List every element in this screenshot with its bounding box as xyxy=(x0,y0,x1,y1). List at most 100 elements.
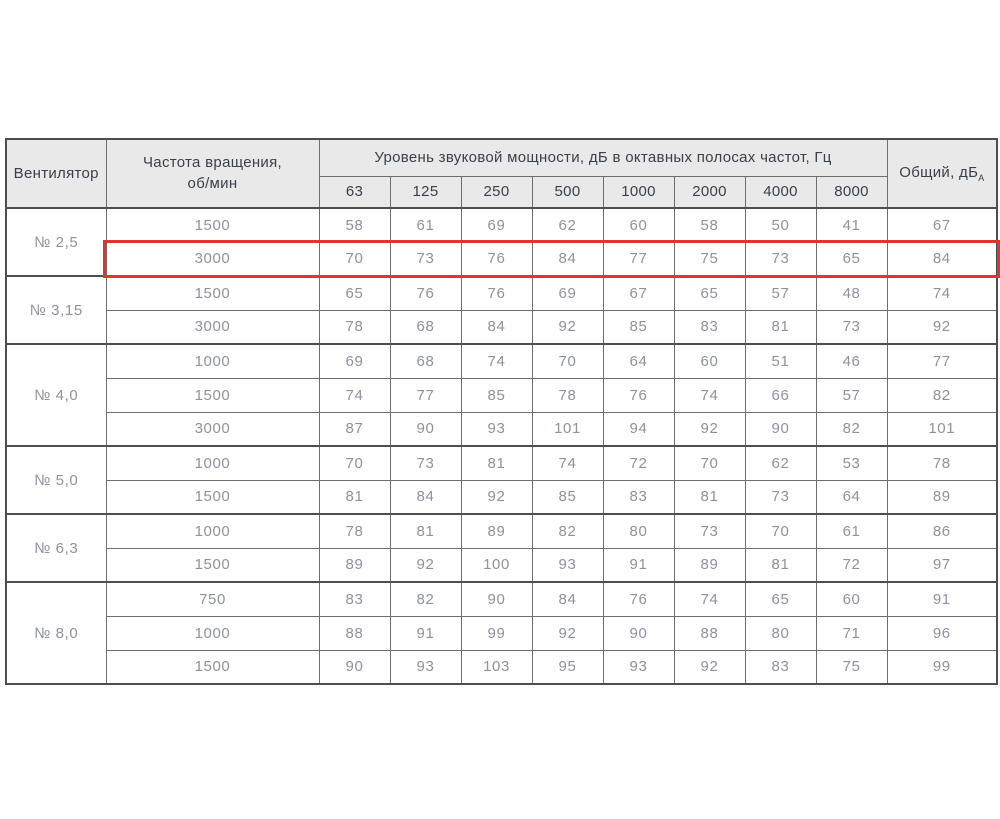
header-total-label: Общий, дБ xyxy=(899,164,979,181)
level-value: 72 xyxy=(602,445,675,481)
level-value: 81 xyxy=(673,479,746,515)
level-value: 60 xyxy=(815,581,888,617)
level-value: 73 xyxy=(815,309,888,345)
level-value: 48 xyxy=(815,275,888,311)
header-freq-8000: 8000 xyxy=(815,175,888,209)
level-value: 73 xyxy=(744,241,817,277)
level-value: 70 xyxy=(531,343,604,379)
level-value: 74 xyxy=(673,581,746,617)
header-total: Общий, дБА xyxy=(886,138,998,209)
level-value: 64 xyxy=(815,479,888,515)
fan-label: № 5,0 xyxy=(5,445,107,515)
level-value: 58 xyxy=(318,207,391,243)
level-value: 92 xyxy=(673,649,746,685)
level-value: 74 xyxy=(673,377,746,413)
level-value: 68 xyxy=(389,343,462,379)
level-value: 85 xyxy=(460,377,533,413)
header-freq-250: 250 xyxy=(460,175,533,209)
speed-value: 1500 xyxy=(105,207,320,243)
level-value: 81 xyxy=(318,479,391,515)
level-value: 83 xyxy=(318,581,391,617)
fan-label: № 4,0 xyxy=(5,343,107,447)
header-freq-1000: 1000 xyxy=(602,175,675,209)
level-value: 74 xyxy=(531,445,604,481)
level-value: 82 xyxy=(531,513,604,549)
level-value: 83 xyxy=(602,479,675,515)
total-value: 92 xyxy=(886,309,998,345)
level-value: 69 xyxy=(318,343,391,379)
level-value: 73 xyxy=(744,479,817,515)
level-value: 87 xyxy=(318,411,391,447)
level-value: 76 xyxy=(460,275,533,311)
level-value: 69 xyxy=(460,207,533,243)
total-value: 67 xyxy=(886,207,998,243)
table-row: 1500 90 93 103 95 93 92 83 75 99 xyxy=(6,649,998,685)
total-value: 74 xyxy=(886,275,998,311)
level-value: 53 xyxy=(815,445,888,481)
table-row: 3000 70 73 76 84 77 75 73 65 84 xyxy=(6,241,998,277)
speed-value: 3000 xyxy=(105,241,320,277)
fan-noise-table: Вентилятор Частота вращения, об/мин Уров… xyxy=(5,138,999,685)
level-value: 65 xyxy=(744,581,817,617)
level-value: 58 xyxy=(673,207,746,243)
speed-value: 3000 xyxy=(105,411,320,447)
level-value: 61 xyxy=(389,207,462,243)
level-value: 71 xyxy=(815,615,888,651)
speed-value: 750 xyxy=(105,581,320,617)
level-value: 89 xyxy=(318,547,391,583)
level-value: 73 xyxy=(673,513,746,549)
level-value: 84 xyxy=(389,479,462,515)
level-value: 81 xyxy=(460,445,533,481)
level-value: 70 xyxy=(744,513,817,549)
header-freq-2000: 2000 xyxy=(673,175,746,209)
table-row: 3000 78 68 84 92 85 83 81 73 92 xyxy=(6,309,998,345)
level-value: 75 xyxy=(815,649,888,685)
total-value: 82 xyxy=(886,377,998,413)
header-row-1: Вентилятор Частота вращения, об/мин Уров… xyxy=(5,138,998,209)
table-row: № 4,0 1000 69 68 74 70 64 60 51 46 77 xyxy=(5,343,998,447)
level-value: 95 xyxy=(531,649,604,685)
table-row: № 8,0 750 83 82 90 84 76 74 65 60 91 xyxy=(5,581,998,685)
level-value: 94 xyxy=(602,411,675,447)
header-speed-line2: об/мин xyxy=(187,174,238,192)
level-value: 65 xyxy=(318,275,391,311)
level-value: 83 xyxy=(744,649,817,685)
level-value: 81 xyxy=(389,513,462,549)
total-value: 99 xyxy=(886,649,998,685)
level-value: 82 xyxy=(389,581,462,617)
table-row: № 2,5 1500 58 61 69 62 60 58 50 41 67 xyxy=(5,207,998,277)
table-row: № 6,3 1000 78 81 89 82 80 73 70 61 86 xyxy=(5,513,998,583)
level-value: 70 xyxy=(318,445,391,481)
level-value: 91 xyxy=(602,547,675,583)
level-value: 76 xyxy=(460,241,533,277)
level-value: 77 xyxy=(389,377,462,413)
speed-value: 1000 xyxy=(105,513,320,549)
level-value: 73 xyxy=(389,241,462,277)
total-value: 89 xyxy=(886,479,998,515)
header-total-subscript: А xyxy=(978,173,985,183)
level-value: 69 xyxy=(531,275,604,311)
header-freq-63: 63 xyxy=(318,175,391,209)
level-value: 78 xyxy=(318,309,391,345)
level-value: 92 xyxy=(673,411,746,447)
level-value: 41 xyxy=(815,207,888,243)
level-value: 92 xyxy=(531,309,604,345)
table-row: 1500 81 84 92 85 83 81 73 64 89 xyxy=(6,479,998,515)
speed-value: 1500 xyxy=(105,479,320,515)
header-fan: Вентилятор xyxy=(5,138,107,209)
level-value: 91 xyxy=(389,615,462,651)
total-value: 96 xyxy=(886,615,998,651)
table-row: № 5,0 1000 70 73 81 74 72 70 62 53 78 xyxy=(5,445,998,515)
level-value: 67 xyxy=(602,275,675,311)
level-value: 78 xyxy=(318,513,391,549)
level-value: 66 xyxy=(744,377,817,413)
level-value: 57 xyxy=(744,275,817,311)
header-speed: Частота вращения, об/мин xyxy=(105,138,320,209)
level-value: 78 xyxy=(531,377,604,413)
level-value: 76 xyxy=(389,275,462,311)
level-value: 90 xyxy=(389,411,462,447)
header-freq-125: 125 xyxy=(389,175,462,209)
fan-noise-table-wrap: Вентилятор Частота вращения, об/мин Уров… xyxy=(5,138,1000,685)
total-value: 78 xyxy=(886,445,998,481)
level-value: 92 xyxy=(531,615,604,651)
